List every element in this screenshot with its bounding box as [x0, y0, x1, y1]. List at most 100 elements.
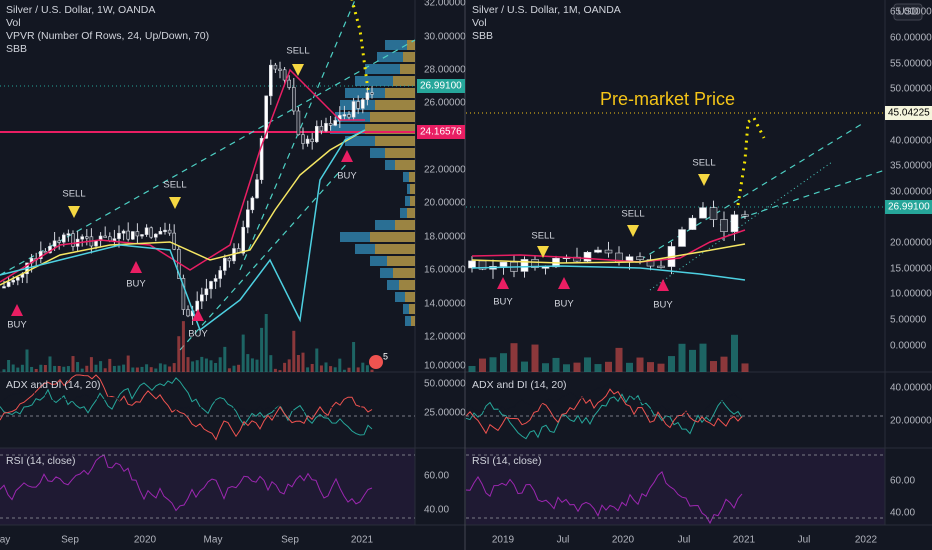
volume: [710, 361, 717, 372]
rsi: [465, 470, 743, 525]
signal-label: SELL: [531, 231, 554, 242]
currency-button[interactable]: [893, 3, 923, 21]
signal-label: SELL: [692, 158, 715, 169]
volume: [287, 359, 291, 372]
price-label: 32.00000: [424, 0, 466, 9]
volume: [310, 363, 314, 372]
vpvr-up: [345, 88, 385, 98]
volume: [269, 355, 273, 372]
price-label: 15.00000: [890, 264, 932, 275]
volume: [241, 334, 245, 372]
volume: [163, 364, 167, 372]
volume: [227, 368, 231, 372]
volume: [140, 366, 144, 372]
ma-yellow: [471, 243, 746, 264]
buy-marker: [558, 277, 570, 289]
volume: [333, 367, 337, 372]
volume: [731, 334, 738, 372]
vpvr-up: [403, 304, 409, 314]
adx-axis-label: 50.00000: [424, 379, 466, 390]
vpvr-down: [400, 64, 415, 74]
candle: [94, 240, 98, 247]
ma-cyan: [0, 129, 366, 332]
price-tag: [885, 106, 932, 120]
vpvr-up: [375, 220, 395, 230]
volume: [62, 366, 66, 372]
vpvr-down: [385, 148, 415, 158]
volume: [108, 358, 112, 372]
volume: [246, 354, 250, 372]
volume: [131, 367, 135, 372]
pane-title: ADX and DI (14, 20): [6, 379, 101, 391]
volume: [636, 357, 644, 372]
candle: [699, 207, 707, 219]
volume: [122, 364, 126, 372]
price-tag-label: 24.16576: [420, 127, 462, 138]
candle: [282, 69, 287, 81]
volume: [361, 362, 365, 372]
volume: [678, 343, 686, 372]
volume: [605, 361, 612, 372]
volume: [278, 370, 282, 372]
vpvr-down: [393, 268, 415, 278]
volume: [177, 336, 181, 372]
volume: [264, 313, 268, 372]
time-label: 2021: [351, 535, 374, 546]
annotation: Pre-market Price: [600, 89, 735, 109]
vpvr-down: [395, 220, 415, 230]
candle: [103, 235, 107, 238]
vpvr-up: [403, 172, 409, 182]
rsi-bg-right: [466, 448, 885, 525]
rsi-axis-label: 40.00: [424, 505, 449, 516]
volume: [273, 368, 277, 372]
buy-marker: [130, 261, 142, 273]
vpvr-down: [410, 196, 415, 206]
candle: [604, 249, 613, 254]
candle: [264, 95, 269, 139]
price-tag: [417, 79, 465, 93]
price-tag-label: 45.04225: [888, 108, 930, 119]
candle: [126, 230, 130, 240]
volume: [76, 362, 80, 372]
volume: [324, 362, 328, 372]
volume: [573, 362, 581, 372]
vpvr-down: [409, 304, 415, 314]
ma-red: [0, 68, 365, 283]
vpvr-down: [405, 292, 415, 302]
candle: [149, 227, 153, 238]
adx: [465, 383, 743, 416]
volume: [94, 364, 98, 372]
trend: [719, 169, 886, 226]
volume: [657, 363, 665, 372]
candle: [15, 277, 20, 281]
volume: [296, 355, 300, 372]
candle: [154, 233, 158, 238]
price-label: 28.00000: [424, 65, 466, 76]
vpvr-down: [411, 316, 415, 326]
time-label: 2022: [855, 535, 878, 546]
time-label: 2019: [492, 535, 515, 546]
pane-title: ADX and DI (14, 20): [472, 379, 567, 391]
signal-label: BUY: [337, 171, 357, 182]
price-label: 30.00000: [890, 187, 932, 198]
volume-badge: 5: [383, 351, 388, 361]
vpvr-up: [387, 280, 399, 290]
currency[interactable]: USD: [897, 7, 918, 18]
price-label: 18.00000: [424, 232, 466, 243]
vpvr-up: [370, 256, 387, 266]
sell-marker: [537, 246, 549, 258]
candle: [61, 234, 66, 243]
candle: [305, 138, 310, 144]
volume: [80, 368, 84, 372]
volume: [89, 357, 93, 372]
sell-marker: [68, 206, 80, 218]
sell-marker: [169, 197, 181, 209]
adx-axis-label: 25.00000: [424, 408, 466, 419]
candle: [342, 114, 347, 117]
candle: [499, 261, 508, 267]
signal-label: BUY: [126, 279, 146, 290]
candle: [158, 230, 163, 235]
vpvr-down: [387, 256, 415, 266]
candle: [360, 99, 365, 109]
